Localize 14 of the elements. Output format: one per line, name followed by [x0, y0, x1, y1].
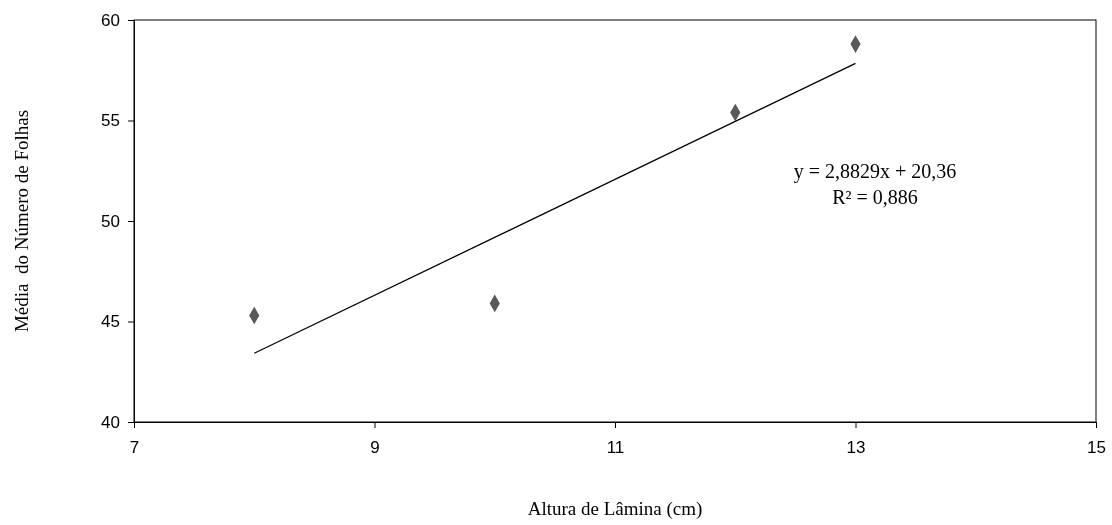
- x-tick-label: 7: [129, 438, 140, 458]
- y-tick-label: 40: [100, 412, 120, 432]
- y-tick-label: 45: [100, 312, 120, 332]
- y-tick-label: 60: [100, 10, 120, 30]
- x-tick-label: 15: [1087, 438, 1106, 458]
- annotation: y = 2,8829x + 20,36: [793, 160, 957, 183]
- x-tick-label: 13: [846, 438, 866, 458]
- x-axis-title: Altura de Lâmina (cm): [527, 498, 703, 520]
- y-tick-label: 50: [100, 211, 120, 231]
- annotation: R² = 0,886: [832, 186, 918, 208]
- y-axis-title: Média do Número de Folhas: [11, 109, 32, 333]
- y-tick-label: 55: [100, 111, 120, 131]
- x-tick-label: 11: [606, 438, 625, 458]
- x-tick-label: 9: [370, 438, 380, 458]
